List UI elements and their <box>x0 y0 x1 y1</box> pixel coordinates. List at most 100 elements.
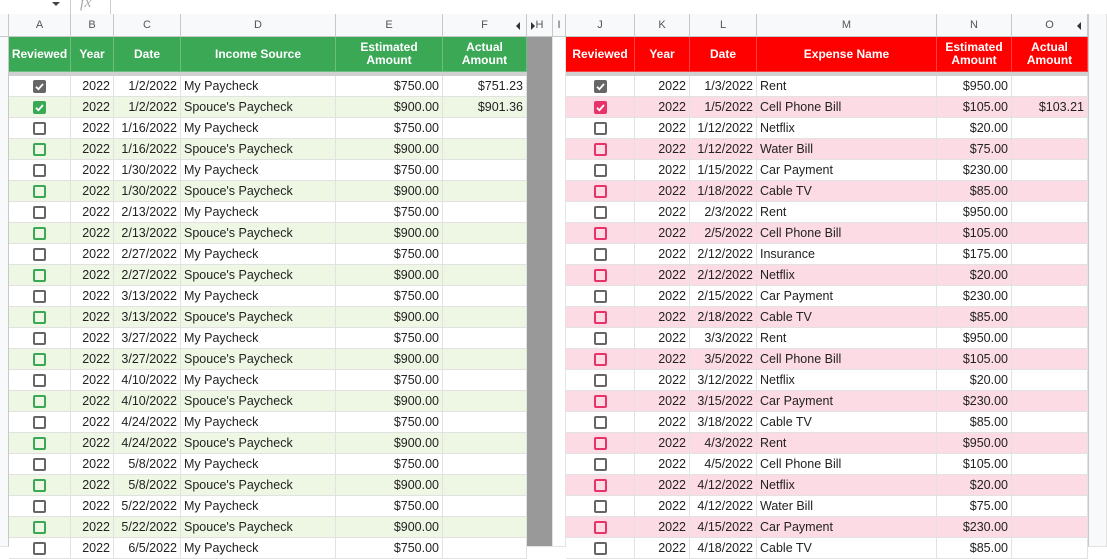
checkbox[interactable] <box>593 184 607 198</box>
reviewed-cell <box>9 265 71 286</box>
column-header[interactable]: J <box>566 14 635 37</box>
checkbox[interactable] <box>593 289 607 303</box>
checkbox[interactable] <box>33 520 46 534</box>
cell: 2022 <box>635 202 690 223</box>
cell: $75.00 <box>937 496 1012 517</box>
checkbox[interactable] <box>33 247 46 261</box>
column-header[interactable]: F <box>443 14 527 37</box>
cell: Cable TV <box>757 181 937 202</box>
freeze-bar <box>566 72 1088 76</box>
checkbox[interactable] <box>593 394 607 408</box>
checkbox[interactable] <box>593 520 607 534</box>
cell: 2/12/2022 <box>690 265 757 286</box>
column-header[interactable]: D <box>181 14 336 37</box>
checkbox[interactable] <box>33 373 46 387</box>
checkbox[interactable] <box>33 457 46 471</box>
checkbox[interactable] <box>593 121 607 135</box>
checkbox[interactable] <box>593 79 607 93</box>
checkbox[interactable] <box>33 268 46 282</box>
cell: My Paycheck <box>181 244 336 265</box>
checkbox[interactable] <box>33 121 46 135</box>
column-header[interactable]: N <box>937 14 1012 37</box>
checkbox[interactable] <box>33 352 46 366</box>
checkbox[interactable] <box>33 415 46 429</box>
empty-cell <box>443 496 527 517</box>
column-header[interactable]: M <box>757 14 937 37</box>
reviewed-cell <box>566 349 635 370</box>
cell: 2022 <box>71 328 114 349</box>
checkbox[interactable] <box>33 331 46 345</box>
column-header[interactable]: L <box>690 14 757 37</box>
cell: 4/10/2022 <box>114 391 181 412</box>
name-box-dropdown[interactable] <box>52 2 60 6</box>
checkbox[interactable] <box>593 226 607 240</box>
checkbox[interactable] <box>593 331 607 345</box>
checkbox[interactable] <box>33 163 46 177</box>
empty-cell <box>443 433 527 454</box>
cell: $230.00 <box>937 391 1012 412</box>
column-header[interactable]: I <box>553 14 566 37</box>
checkbox[interactable] <box>33 100 46 114</box>
empty-cell <box>1012 202 1088 223</box>
checkbox[interactable] <box>33 541 46 555</box>
checkbox[interactable] <box>593 436 607 450</box>
checkbox[interactable] <box>33 184 46 198</box>
cell: My Paycheck <box>181 496 336 517</box>
checkbox[interactable] <box>593 373 607 387</box>
cell: 1/15/2022 <box>690 160 757 181</box>
column-header[interactable]: H <box>527 14 553 37</box>
checkbox[interactable] <box>593 310 607 324</box>
checkbox[interactable] <box>33 436 46 450</box>
checkbox[interactable] <box>33 310 46 324</box>
column-header[interactable]: O <box>1012 14 1088 37</box>
column-header[interactable]: A <box>9 14 71 37</box>
checkbox[interactable] <box>33 142 46 156</box>
checkbox[interactable] <box>593 541 607 555</box>
empty-cell <box>443 118 527 139</box>
checkbox[interactable] <box>33 499 46 513</box>
cell: 2022 <box>635 433 690 454</box>
reviewed-cell <box>566 118 635 139</box>
empty-cell <box>443 349 527 370</box>
checkbox[interactable] <box>593 142 607 156</box>
checkbox[interactable] <box>593 268 607 282</box>
checkbox[interactable] <box>593 247 607 261</box>
empty-cell <box>443 265 527 286</box>
column-header[interactable]: C <box>114 14 181 37</box>
header-cell: Date <box>114 37 181 72</box>
checkbox[interactable] <box>593 457 607 471</box>
column-header[interactable]: B <box>71 14 114 37</box>
cell: $105.00 <box>937 97 1012 118</box>
checkbox[interactable] <box>593 499 607 513</box>
column-header[interactable]: K <box>635 14 690 37</box>
empty-cell <box>1012 181 1088 202</box>
checkbox[interactable] <box>33 394 46 408</box>
checkbox[interactable] <box>593 100 607 114</box>
checkbox[interactable] <box>33 205 46 219</box>
cell: 2022 <box>635 349 690 370</box>
reviewed-cell <box>9 496 71 517</box>
cell: 2022 <box>71 265 114 286</box>
cell: My Paycheck <box>181 370 336 391</box>
cell: Cell Phone Bill <box>757 454 937 475</box>
checkbox[interactable] <box>593 205 607 219</box>
cell: $750.00 <box>336 328 443 349</box>
spacer-column <box>553 37 566 547</box>
checkbox[interactable] <box>33 289 46 303</box>
cell: $900.00 <box>336 223 443 244</box>
reviewed-cell <box>9 328 71 349</box>
checkbox[interactable] <box>33 79 46 93</box>
reviewed-cell <box>566 223 635 244</box>
checkbox[interactable] <box>33 226 46 240</box>
cell: 4/15/2022 <box>690 517 757 538</box>
checkbox[interactable] <box>593 478 607 492</box>
column-header[interactable]: E <box>336 14 443 37</box>
checkbox[interactable] <box>593 415 607 429</box>
empty-cell <box>443 307 527 328</box>
checkbox[interactable] <box>593 352 607 366</box>
checkbox[interactable] <box>33 478 46 492</box>
checkbox[interactable] <box>593 163 607 177</box>
cell: Rent <box>757 76 937 97</box>
empty-cell <box>443 202 527 223</box>
cell: 5/22/2022 <box>114 517 181 538</box>
